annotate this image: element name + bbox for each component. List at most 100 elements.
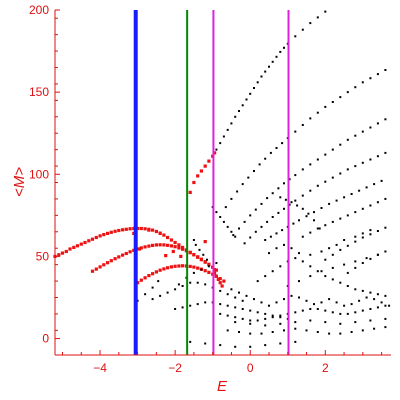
black-data-point <box>226 128 229 131</box>
black-data-point <box>316 270 319 273</box>
black-data-point <box>309 265 312 268</box>
black-data-point <box>358 189 361 192</box>
black-data-point <box>234 115 237 118</box>
black-data-point <box>373 327 376 330</box>
black-data-point <box>266 220 269 223</box>
black-data-point <box>376 293 379 296</box>
black-data-point <box>369 77 372 80</box>
black-data-point <box>264 275 267 278</box>
black-data-point <box>294 311 297 314</box>
red-data-point <box>199 257 203 261</box>
black-data-point <box>279 50 282 53</box>
black-data-point <box>376 155 379 158</box>
red-data-point <box>79 242 83 246</box>
black-data-point <box>301 28 304 31</box>
black-data-point <box>346 138 349 141</box>
black-data-point <box>339 281 342 284</box>
black-data-point <box>290 294 293 297</box>
red-data-point <box>173 240 177 245</box>
red-data-point <box>222 279 226 283</box>
black-data-point <box>200 268 203 271</box>
red-data-point <box>171 249 175 254</box>
black-data-point <box>361 232 364 235</box>
black-data-point <box>279 316 282 319</box>
black-data-point <box>219 142 222 145</box>
black-data-point <box>281 229 284 232</box>
black-data-point <box>316 308 319 310</box>
black-data-point <box>301 207 304 210</box>
black-data-point <box>204 342 207 345</box>
black-data-point <box>354 260 357 263</box>
black-data-point <box>339 332 342 335</box>
black-data-point <box>249 319 252 322</box>
red-data-point <box>220 284 224 288</box>
black-data-point <box>281 142 284 145</box>
red-data-point <box>181 245 185 249</box>
black-data-point <box>268 304 270 307</box>
red-data-point <box>177 246 181 250</box>
black-data-point <box>339 96 342 99</box>
black-data-point <box>279 196 282 199</box>
y-tick-label: 200 <box>29 3 49 17</box>
black-data-point <box>373 183 376 186</box>
red-data-point <box>124 251 128 256</box>
black-data-point <box>254 208 257 211</box>
black-data-point <box>245 294 248 297</box>
red-data-point <box>98 265 102 269</box>
black-data-point <box>253 170 255 172</box>
red-data-point <box>218 281 222 285</box>
black-data-point <box>313 303 315 306</box>
black-data-point <box>328 247 331 250</box>
black-data-point <box>264 312 267 315</box>
axes: 0 50 100 150 200 −4 −2 0 2 <box>29 3 391 375</box>
black-data-point <box>159 294 162 297</box>
black-data-point <box>241 104 244 107</box>
black-data-point <box>181 285 184 287</box>
black-data-point <box>305 215 308 218</box>
red-data-point <box>203 240 207 244</box>
black-data-point <box>264 157 267 160</box>
black-data-point <box>339 248 342 251</box>
black-data-point <box>236 190 239 193</box>
black-data-point <box>245 98 248 101</box>
black-data-point <box>365 296 368 299</box>
black-data-point <box>238 331 240 333</box>
black-data-point <box>376 201 379 204</box>
black-data-point <box>376 306 379 309</box>
x-tick-label: 2 <box>322 361 329 375</box>
black-data-point <box>354 165 357 168</box>
black-data-point <box>365 186 368 189</box>
black-data-point <box>256 81 259 84</box>
black-data-point <box>275 247 278 250</box>
black-data-point <box>369 308 372 310</box>
black-data-point <box>339 322 342 325</box>
black-data-point <box>373 298 376 301</box>
black-data-point <box>380 179 383 182</box>
black-data-point <box>298 280 300 283</box>
black-data-point <box>354 288 357 291</box>
black-data-point <box>219 344 222 347</box>
black-data-point <box>296 204 299 207</box>
black-data-point <box>309 231 312 234</box>
black-data-point <box>230 230 233 233</box>
black-data-point <box>288 178 291 181</box>
black-data-point <box>346 214 349 217</box>
x-axis-title: E <box>217 378 228 395</box>
black-data-point <box>309 117 312 120</box>
red-data-point <box>203 164 207 168</box>
red-data-point <box>83 240 87 245</box>
black-data-point <box>260 301 263 304</box>
black-data-point <box>324 275 327 278</box>
red-data-point <box>214 268 218 272</box>
black-data-point <box>283 207 285 210</box>
black-data-point <box>238 291 240 294</box>
black-data-point <box>271 314 274 317</box>
black-data-point <box>277 211 280 214</box>
black-data-point <box>226 225 229 228</box>
red-data-point <box>128 250 132 254</box>
black-data-point <box>166 291 169 294</box>
black-data-point <box>256 319 259 322</box>
red-data-point <box>143 227 147 231</box>
black-data-point <box>331 311 334 314</box>
